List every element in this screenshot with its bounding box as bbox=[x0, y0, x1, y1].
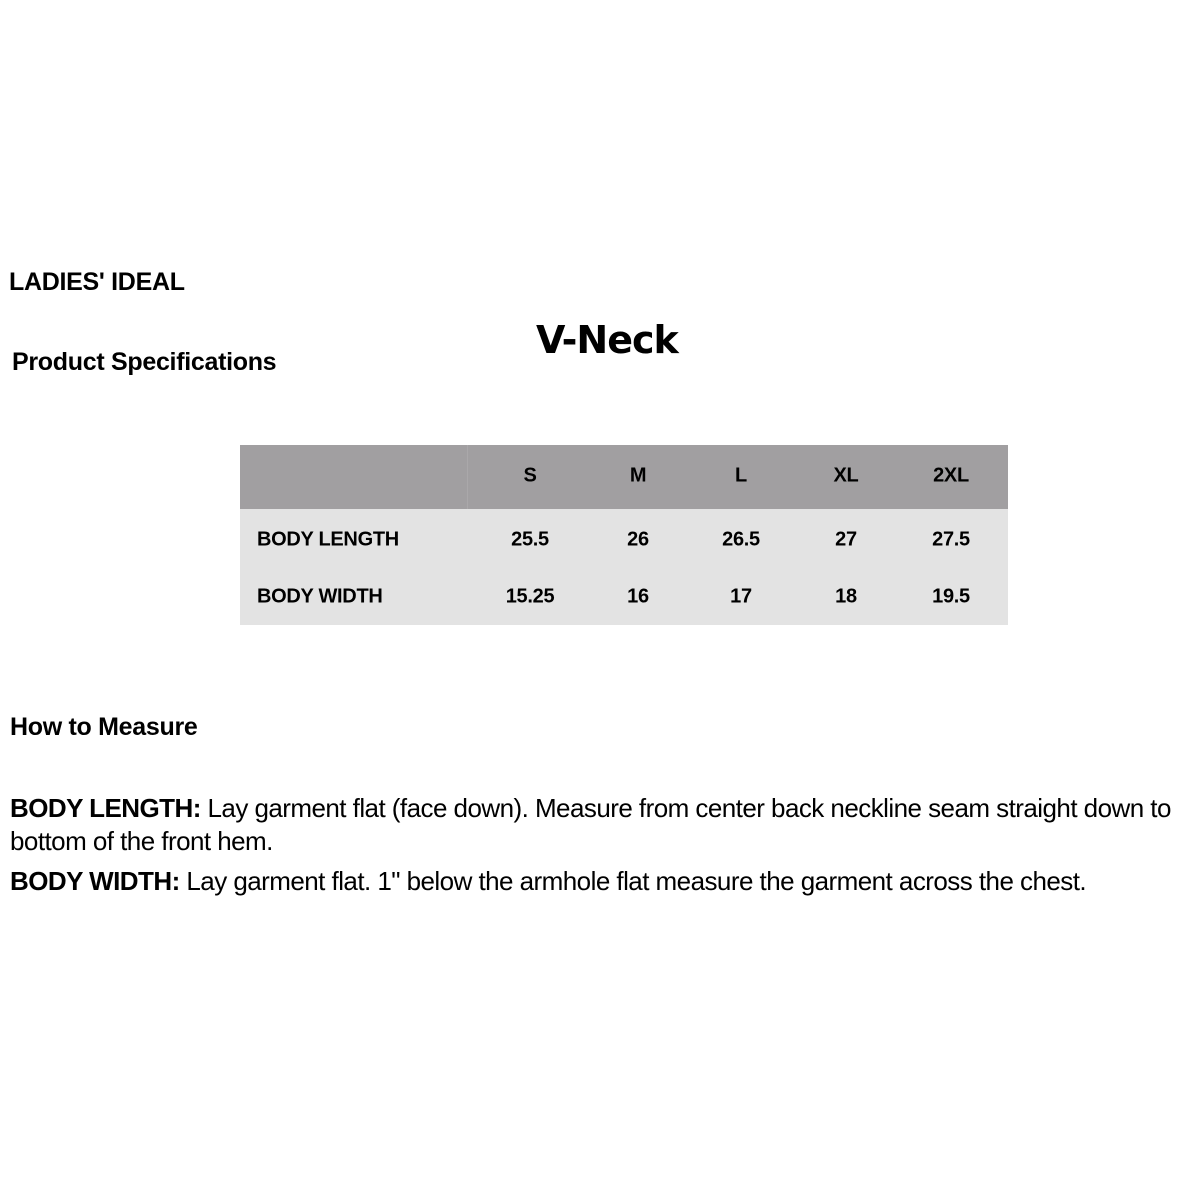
table-body: BODY LENGTH 25.5 26 26.5 27 27.5 BODY WI… bbox=[240, 509, 1008, 625]
table-header-row: S M L XL 2XL bbox=[240, 445, 1008, 509]
column-header-m: M bbox=[629, 464, 647, 487]
instruction-label: BODY WIDTH: bbox=[10, 866, 180, 896]
column-header-2xl: 2XL bbox=[933, 464, 969, 487]
column-header-xl: XL bbox=[833, 464, 859, 487]
instruction-text: Lay garment flat (face down). Measure fr… bbox=[10, 793, 1171, 856]
table-cell: 17 bbox=[730, 585, 752, 608]
table-cell: 19.5 bbox=[932, 585, 970, 608]
size-chart-table: S M L XL 2XL BODY LENGTH 25.5 26 26.5 27… bbox=[240, 445, 1008, 625]
column-header-s: S bbox=[523, 464, 537, 487]
table-cell: 15.25 bbox=[505, 585, 555, 608]
table-cell: 25.5 bbox=[511, 528, 549, 551]
instruction-text: Lay garment flat. 1" below the armhole f… bbox=[186, 866, 1087, 896]
column-header-l: L bbox=[735, 464, 747, 487]
page-subtitle: Product Specifications bbox=[12, 348, 277, 376]
table-cell: 27 bbox=[835, 528, 857, 551]
table-cell: 16 bbox=[627, 585, 649, 608]
body-length-instruction: BODY LENGTH: Lay garment flat (face down… bbox=[10, 792, 1200, 858]
how-to-measure-heading: How to Measure bbox=[10, 713, 198, 741]
table-cell: 26 bbox=[627, 528, 649, 551]
product-name: V-Neck bbox=[536, 318, 679, 362]
body-width-instruction: BODY WIDTH: Lay garment flat. 1" below t… bbox=[10, 865, 1200, 898]
row-label-body-length: BODY LENGTH bbox=[257, 528, 399, 551]
row-label-body-width: BODY WIDTH bbox=[257, 585, 383, 608]
brand-title: LADIES' IDEAL bbox=[9, 268, 185, 296]
header-empty-cell bbox=[240, 445, 468, 509]
table-cell: 18 bbox=[835, 585, 857, 608]
table-cell: 26.5 bbox=[722, 528, 760, 551]
table-cell: 27.5 bbox=[932, 528, 970, 551]
instruction-label: BODY LENGTH: bbox=[10, 793, 201, 823]
